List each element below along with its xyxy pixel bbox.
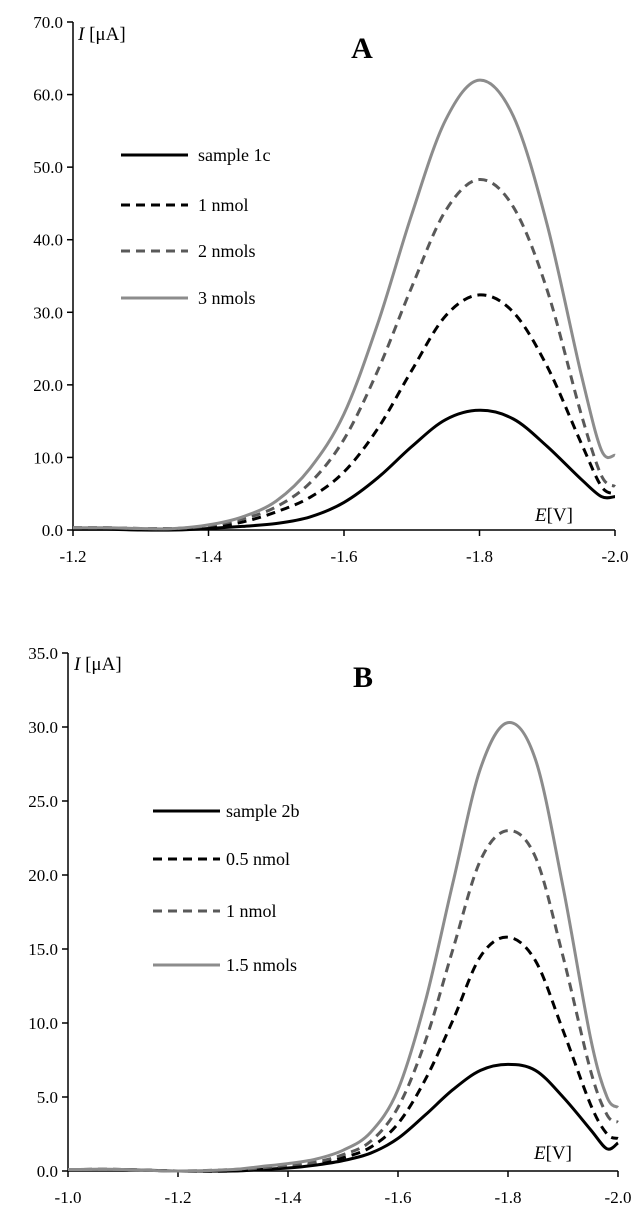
x-tick-label: -2.0 <box>602 547 629 566</box>
legend-label: 2 nmols <box>198 241 256 261</box>
y-axis-label: I [μA] <box>73 654 122 675</box>
y-tick-label: 70.0 <box>33 13 63 32</box>
x-tick-label: -2.0 <box>605 1188 632 1207</box>
y-tick-label: 60.0 <box>33 86 63 105</box>
x-axis-label: E[V] <box>534 505 573 526</box>
series-line-3 <box>72 178 616 531</box>
x-axis-label: E[V] <box>533 1143 572 1164</box>
series-line-3 <box>67 829 619 1173</box>
x-tick-label: -1.4 <box>275 1188 302 1207</box>
legend-label: sample 1c <box>198 145 270 165</box>
y-axis-label: I [μA] <box>77 24 126 45</box>
x-axis-label-unit: [V] <box>547 505 573 526</box>
legend-label: 1 nmol <box>226 901 277 921</box>
y-tick-label: 0.0 <box>37 1162 58 1181</box>
chart-panel-b: 0.0 5.0 10.0 15.0 20.0 25.0 30.0 35.0 -1.0 -1.2 -1… <box>28 644 631 1207</box>
legend-label: sample 2b <box>226 801 300 821</box>
y-axis-label-symbol: I <box>77 24 86 45</box>
y-tick-label: 30.0 <box>28 718 58 737</box>
series-line-4 <box>72 78 616 531</box>
x-tick-label: -1.2 <box>60 547 87 566</box>
y-tick-label: 20.0 <box>28 866 58 885</box>
y-axis-label-unit: [μA] <box>80 654 121 675</box>
y-tick-label: 0.0 <box>42 521 63 540</box>
x-tick-label: -1.8 <box>466 547 493 566</box>
legend-label: 1.5 nmols <box>226 955 297 975</box>
y-tick-label: 50.0 <box>33 158 63 177</box>
x-tick-label: -1.4 <box>195 547 222 566</box>
y-tick-label: 40.0 <box>33 231 63 250</box>
y-axis-label-symbol: I <box>73 654 82 675</box>
x-tick-label: -1.6 <box>385 1188 412 1207</box>
series-line-2 <box>72 293 616 531</box>
x-tick-label: -1.0 <box>55 1188 82 1207</box>
x-axis-label-symbol: E <box>534 505 547 526</box>
y-tick-label: 30.0 <box>33 303 63 322</box>
legend-label: 0.5 nmol <box>226 849 290 869</box>
chart-panel-a: 0.0 10.0 20.0 30.0 40.0 50.0 60.0 70.0 -1.2 -1.4 -… <box>33 13 628 566</box>
y-tick-label: 35.0 <box>28 644 58 663</box>
series-line-4 <box>67 721 620 1173</box>
y-tick-label: 15.0 <box>28 940 58 959</box>
y-tick-label: 20.0 <box>33 376 63 395</box>
y-axis-label-unit: [μA] <box>84 24 125 45</box>
legend-label: 3 nmols <box>198 288 256 308</box>
x-tick-label: -1.6 <box>331 547 358 566</box>
panel-label: A <box>351 32 373 65</box>
x-tick-label: -1.8 <box>495 1188 522 1207</box>
x-axis-label-unit: [V] <box>546 1143 572 1164</box>
panel-label: B <box>353 661 373 694</box>
y-tick-label: 25.0 <box>28 792 58 811</box>
y-tick-label: 5.0 <box>37 1088 58 1107</box>
y-tick-label: 10.0 <box>33 448 63 467</box>
series-line-2 <box>67 935 619 1173</box>
y-tick-label: 10.0 <box>28 1014 58 1033</box>
legend-label: 1 nmol <box>198 195 249 215</box>
x-axis-label-symbol: E <box>533 1143 546 1164</box>
x-tick-label: -1.2 <box>165 1188 192 1207</box>
